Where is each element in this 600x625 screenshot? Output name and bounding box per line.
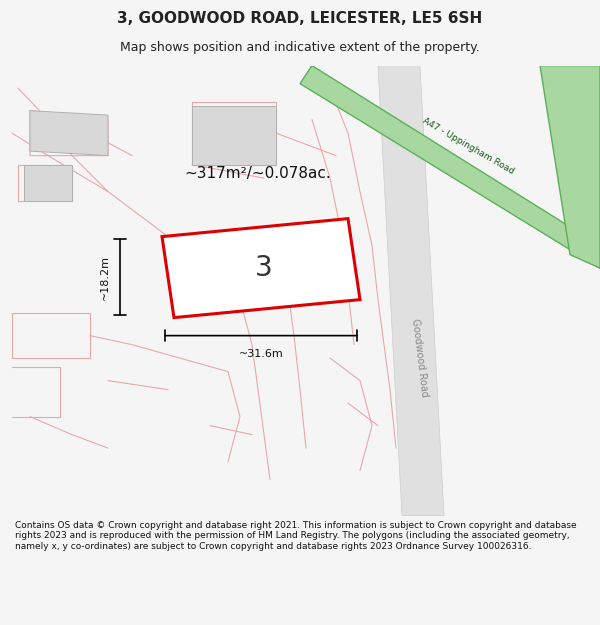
Text: ~317m²/~0.078ac.: ~317m²/~0.078ac. <box>185 166 331 181</box>
Text: ~31.6m: ~31.6m <box>239 349 283 359</box>
Text: 3: 3 <box>255 254 273 282</box>
Text: A47 - Uppingham Road: A47 - Uppingham Road <box>421 117 515 176</box>
Text: 3, GOODWOOD ROAD, LEICESTER, LE5 6SH: 3, GOODWOOD ROAD, LEICESTER, LE5 6SH <box>118 11 482 26</box>
Text: Contains OS data © Crown copyright and database right 2021. This information is : Contains OS data © Crown copyright and d… <box>15 521 577 551</box>
Text: Map shows position and indicative extent of the property.: Map shows position and indicative extent… <box>120 41 480 54</box>
Polygon shape <box>378 66 444 516</box>
Text: ~18.2m: ~18.2m <box>100 254 110 299</box>
Polygon shape <box>540 66 600 268</box>
Polygon shape <box>162 219 360 318</box>
Polygon shape <box>30 111 108 156</box>
Text: Goodwood Road: Goodwood Road <box>410 318 430 398</box>
Polygon shape <box>24 164 72 201</box>
Polygon shape <box>300 66 600 268</box>
Polygon shape <box>192 106 276 164</box>
